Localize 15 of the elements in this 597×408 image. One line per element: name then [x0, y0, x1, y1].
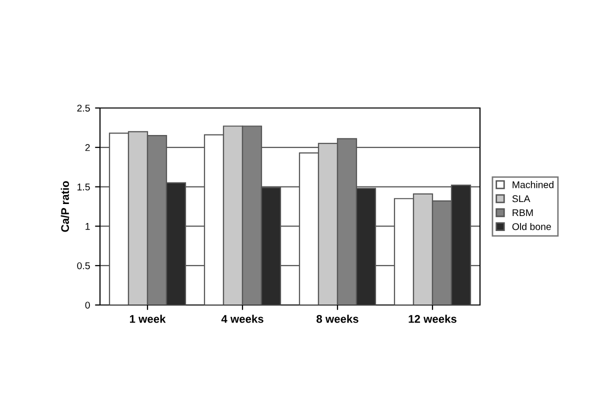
y-tick-label: 1 [86, 223, 90, 230]
legend-label: Old bone [512, 222, 551, 230]
legend-label: Machined [512, 181, 554, 188]
x-tick-label: 4 weeks [221, 314, 264, 323]
y-axis-title: Ca/P ratio [60, 181, 70, 232]
y-tick-label: 1.5 [78, 184, 90, 190]
x-tick-label: 8 weeks [316, 314, 358, 323]
legend-label: RBM [512, 209, 533, 216]
y-tick-label: 2.5 [77, 104, 90, 112]
y-tick-label: 0.5 [77, 262, 90, 270]
legend-label: SLA [512, 195, 530, 202]
x-tick-label: 1 week [130, 314, 166, 323]
x-tick-label: 12 weeks [408, 314, 456, 323]
y-tick-label: 2 [85, 144, 90, 151]
y-tick-label: 0 [85, 302, 90, 309]
